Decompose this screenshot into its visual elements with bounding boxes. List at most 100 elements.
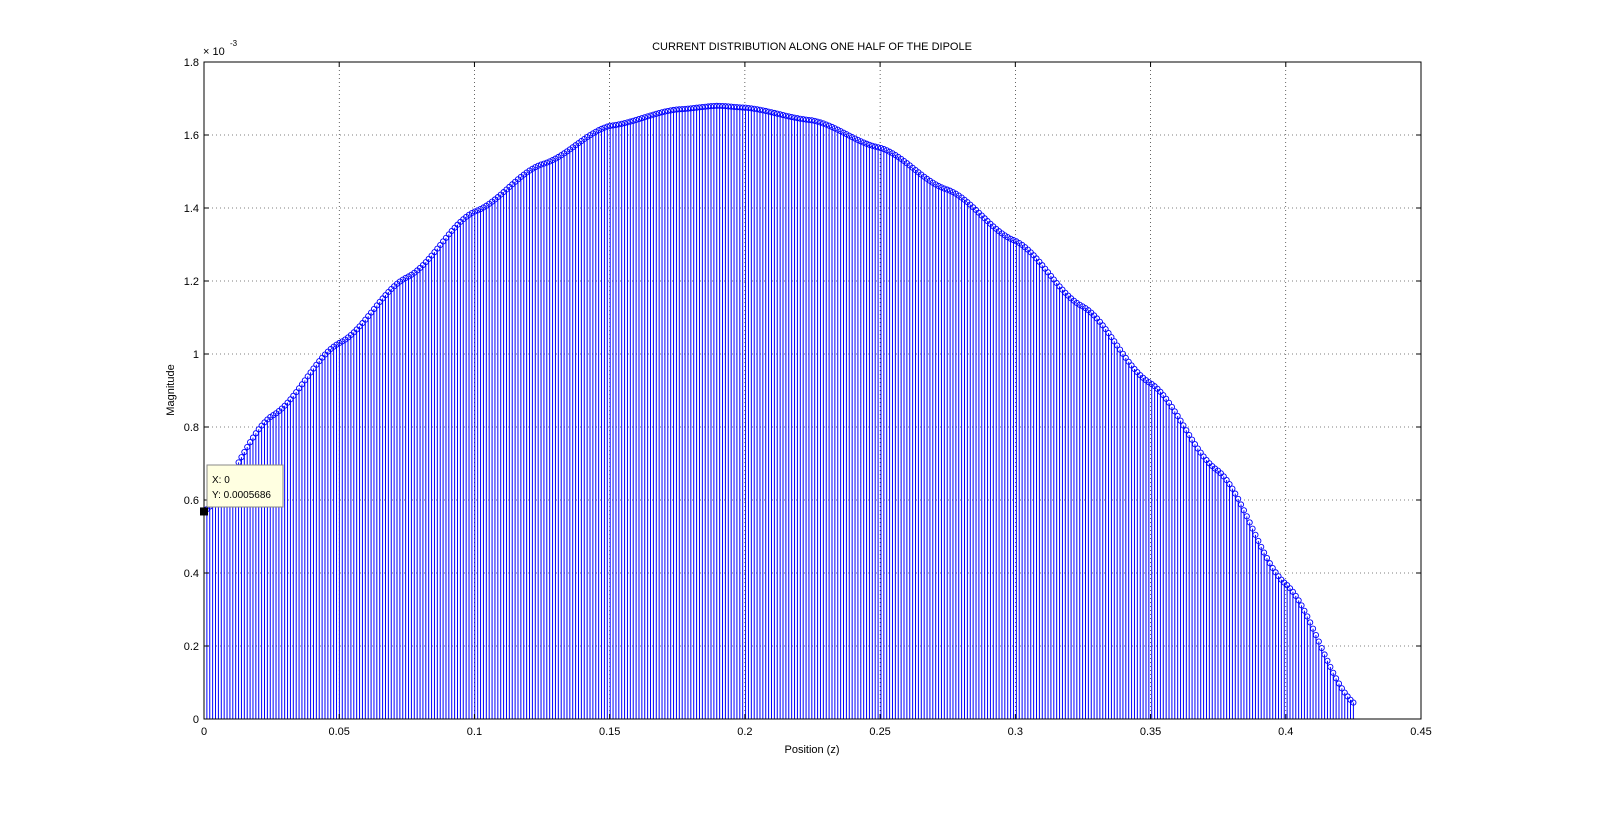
stem-marker	[650, 111, 657, 118]
stem-marker	[1298, 602, 1305, 609]
stem-marker	[875, 144, 882, 151]
stem-marker	[693, 104, 700, 111]
stem-marker	[1099, 322, 1106, 329]
y-exponent-power: -3	[230, 39, 238, 48]
stem-marker	[1307, 619, 1314, 626]
stem-marker	[595, 127, 602, 134]
stem-marker	[1010, 237, 1017, 244]
stem-marker	[535, 162, 542, 169]
stem-marker	[1272, 569, 1279, 576]
stem-marker	[817, 119, 824, 126]
y-axis-label: Magnitude	[165, 364, 177, 415]
stem-marker	[1076, 301, 1083, 308]
stem-marker	[886, 148, 893, 155]
x-tick-labels: 0 0.05 0.1 0.15 0.2 0.25 0.3 0.35 0.4 0.45	[201, 726, 1432, 738]
stem-marker	[794, 115, 801, 122]
stem-marker	[716, 102, 723, 109]
stem-marker	[1163, 395, 1170, 402]
x-tick-label: 0.05	[329, 726, 350, 738]
stem-marker	[779, 112, 787, 119]
stem-marker	[860, 139, 867, 146]
stem-marker	[696, 104, 703, 111]
stem-marker	[828, 123, 836, 131]
stem-marker	[1335, 680, 1343, 687]
x-tick-label: 0.1	[467, 726, 482, 738]
stem-marker	[1252, 531, 1259, 538]
stem-marker	[1004, 234, 1011, 241]
stem-marker	[1186, 431, 1193, 439]
stem-marker	[667, 107, 674, 114]
stem-marker	[249, 434, 257, 441]
stem-marker	[633, 116, 640, 123]
stem-marker	[679, 106, 686, 113]
stem-marker	[1263, 555, 1271, 562]
stem-marker	[1226, 481, 1233, 488]
stem-marker	[1312, 632, 1319, 639]
stem-marker	[1191, 441, 1199, 448]
stem-marker	[857, 138, 864, 145]
stem-marker	[756, 106, 764, 113]
stem-marker	[540, 160, 547, 167]
stem-marker	[255, 426, 262, 433]
stem-marker	[800, 116, 807, 123]
stem-marker	[811, 117, 818, 124]
stem-marker	[1261, 549, 1268, 556]
stem-marker	[854, 136, 861, 144]
stem-marker	[745, 104, 752, 112]
stem-marker	[471, 208, 478, 215]
stem-marker	[1318, 644, 1325, 652]
stem-marker	[676, 106, 683, 113]
stem-marker	[687, 105, 694, 112]
data-tip-marker[interactable]	[200, 507, 208, 516]
data-tip[interactable]: X: 0 Y: 0.0005686	[200, 464, 284, 516]
stem-marker	[624, 119, 631, 126]
stem-marker	[719, 102, 726, 110]
stem-marker	[653, 110, 660, 117]
stem-marker	[872, 143, 879, 150]
stem-marker	[610, 122, 617, 129]
x-tick-label: 0.2	[737, 726, 752, 738]
stem-marker	[725, 103, 732, 110]
y-tick-label: 0	[193, 714, 199, 726]
stem-marker	[1301, 607, 1308, 614]
stem-marker	[1189, 436, 1196, 443]
stem-marker	[1117, 346, 1124, 353]
stem-marker	[537, 161, 545, 168]
stem-marker	[310, 365, 317, 372]
stem-marker	[247, 439, 254, 446]
stem-marker	[1249, 525, 1256, 532]
stem-marker	[880, 146, 887, 153]
stem-marker	[336, 339, 343, 347]
stem-marker	[1269, 564, 1276, 572]
stem-marker	[1122, 354, 1129, 361]
stem-marker	[820, 120, 827, 127]
stem-marker	[1255, 537, 1262, 544]
stem-marker	[831, 125, 838, 132]
stem-marker	[947, 187, 954, 194]
stem-marker	[244, 443, 251, 451]
stem-marker	[1240, 507, 1247, 514]
stem-marker	[1327, 663, 1334, 670]
stem-marker	[1160, 392, 1167, 399]
stem-marker	[604, 123, 611, 130]
stem-marker	[1194, 445, 1201, 452]
stem-marker	[1350, 699, 1357, 706]
stem-marker	[1324, 657, 1331, 664]
stem-marker	[1007, 235, 1014, 242]
stem-marker	[1223, 477, 1230, 484]
stem-marker	[477, 205, 484, 213]
stem-marker	[1321, 651, 1328, 658]
y-exponent-base: × 10	[203, 46, 225, 58]
stem-marker	[840, 129, 847, 136]
stem-marker	[549, 157, 556, 164]
stem-marker	[618, 120, 625, 127]
y-tick-label: 0.4	[184, 568, 199, 580]
y-tick-label: 1	[193, 349, 199, 361]
stem-marker	[641, 114, 648, 121]
stem-marker	[1258, 543, 1265, 550]
y-tick-label: 1.8	[184, 57, 199, 69]
stem-marker	[1197, 449, 1204, 456]
stem-marker	[771, 109, 778, 117]
x-axis-label: Position (z)	[784, 744, 839, 756]
